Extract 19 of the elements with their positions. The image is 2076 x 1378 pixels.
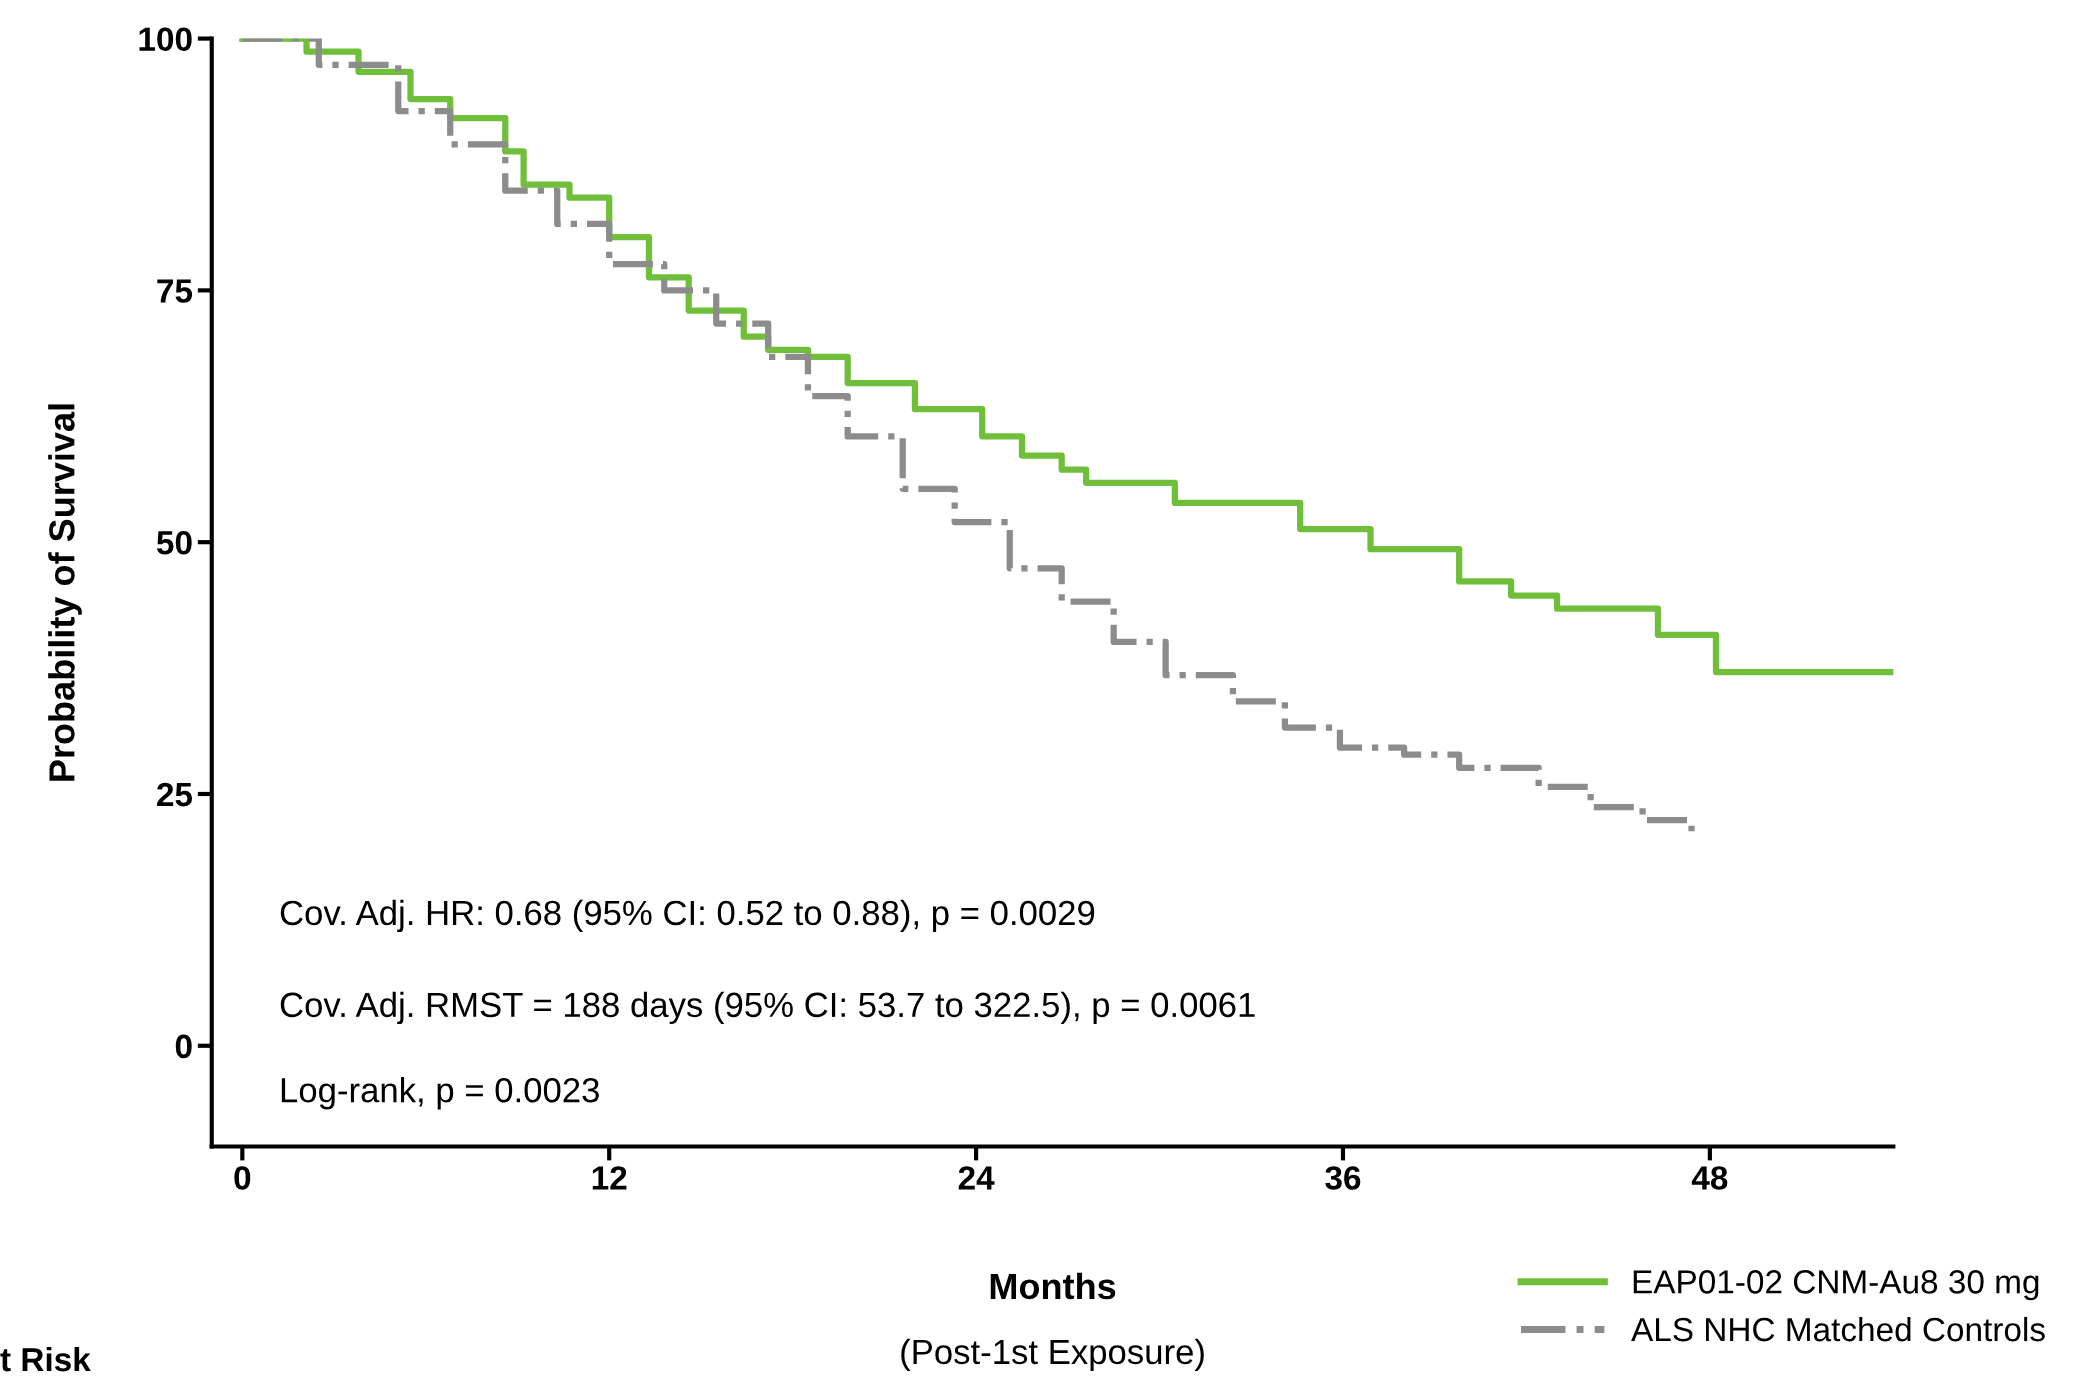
x-tick-label: 0 <box>234 1166 251 1190</box>
x-tick-label: 12 <box>592 1166 627 1190</box>
annotation: Log-rank, p = 0.0023 <box>281 1077 599 1110</box>
x-tick-label: 36 <box>1325 1166 1361 1190</box>
y-tick-label: 0 <box>175 1034 192 1059</box>
y-tick-label: 25 <box>157 782 193 807</box>
y-tick-label: 100 <box>139 27 192 51</box>
legend-label: EAP01-02 CNM-Au8 30 mg <box>1633 1270 2039 1301</box>
annotation: Cov. Adj. HR: 0.68 (95% CI: 0.52 to 0.88), p = 0.0029 <box>280 899 1095 933</box>
legend-label: ALS NHC Matched Controls <box>1631 1316 2045 1342</box>
annotation: Cov. Adj. RMST = 188 days (95% CI: 53.7 to 322.5), p = 0.0061 <box>280 991 1255 1025</box>
text: (Post-1st Exposure) <box>901 1338 1204 1372</box>
y-tick-label: 50 <box>156 530 192 555</box>
x-axis-title: Months <box>990 1272 1116 1300</box>
x-tick-label: 24 <box>958 1166 995 1190</box>
y-tick-label: 75 <box>157 279 193 303</box>
y-axis-title: Probability of Survival <box>48 404 82 781</box>
x-tick-label: 48 <box>1691 1166 1728 1190</box>
text: t Risk <box>0 1346 91 1372</box>
